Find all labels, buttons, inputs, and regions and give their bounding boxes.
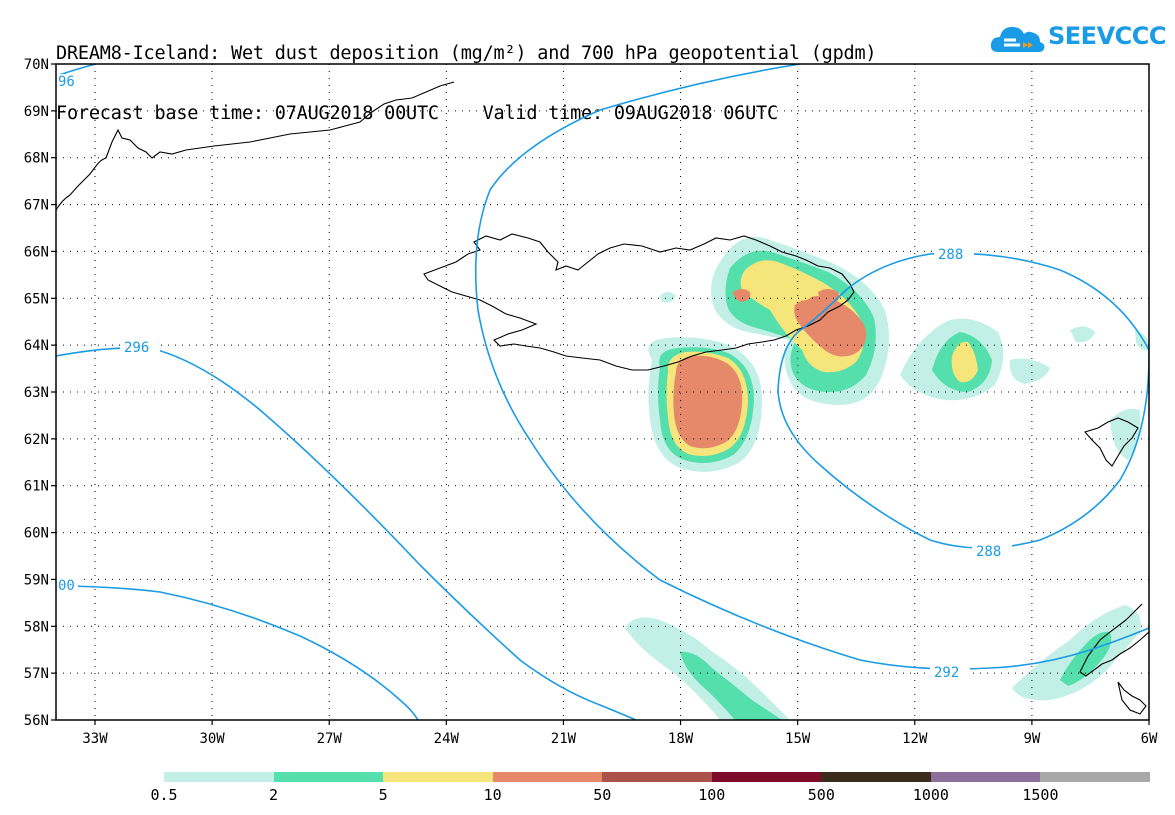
legend-label: 1500 — [1022, 786, 1059, 804]
legend-label: 100 — [698, 786, 726, 804]
legend-label: 5 — [378, 786, 388, 804]
dust-level-0.5 — [1009, 358, 1050, 384]
longitude-label: 9W — [1023, 731, 1040, 747]
latitude-label: 66N — [24, 244, 49, 260]
dust-level-2 — [1060, 631, 1112, 686]
dust-level-0.5 — [1012, 605, 1141, 701]
latitude-label: 63N — [24, 385, 49, 401]
dust-level-5 — [951, 341, 978, 383]
legend-color-swatch — [711, 772, 822, 782]
contour-label: 296 — [124, 340, 149, 356]
dust-level-5 — [768, 265, 790, 280]
legend-color-swatch — [492, 772, 603, 782]
latitude-label: 70N — [24, 57, 49, 73]
dust-level-10 — [733, 289, 751, 302]
legend-color-swatch — [1040, 772, 1151, 782]
contour-label: 292 — [934, 665, 959, 681]
contour-label: 96 — [58, 74, 75, 90]
dust-level-0.5 — [1110, 408, 1141, 460]
legend-label: 10 — [483, 786, 502, 804]
contour-label: 288 — [938, 247, 963, 263]
latitude-label: 64N — [24, 338, 49, 354]
legend-label: 2 — [269, 786, 279, 804]
longitude-label: 33W — [82, 731, 108, 747]
latitude-label: 68N — [24, 151, 49, 167]
scotland-coast — [1079, 603, 1149, 677]
cloud-icon — [990, 27, 1045, 52]
dust-level-10 — [794, 296, 867, 357]
norway-shetland-coast — [1084, 417, 1139, 467]
axis-ticks — [51, 63, 1150, 725]
dust-level-10 — [673, 355, 743, 449]
latitude-label: 67N — [24, 198, 49, 214]
longitude-label: 18W — [668, 731, 694, 747]
latitude-label: 69N — [24, 104, 49, 120]
hebrides-coast — [1117, 681, 1147, 715]
legend-color-swatch — [821, 772, 932, 782]
legend-label: 0.5 — [150, 786, 178, 804]
latitude-label: 60N — [24, 526, 49, 542]
latitude-label: 57N — [24, 666, 49, 682]
dust-level-10 — [818, 289, 840, 304]
longitude-label: 27W — [317, 731, 343, 747]
dust-level-5 — [795, 290, 812, 301]
legend-color-swatch — [383, 772, 494, 782]
latitude-label: 59N — [24, 572, 49, 588]
latitude-label: 56N — [24, 713, 49, 729]
title-line-1: DREAM8-Iceland: Wet dust deposition (mg/… — [56, 43, 877, 64]
longitude-labels: 33W 30W 27W 24W 21W 18W 15W 12W 9W 6W — [82, 731, 1158, 747]
legend-label: 50 — [593, 786, 612, 804]
latitude-label: 61N — [24, 479, 49, 495]
color-legend: 0.5 2 5 10 50 100 500 1000 1500 — [150, 772, 1151, 812]
iceland-coast — [423, 233, 855, 371]
dust-level-0.5 — [660, 292, 676, 303]
contour-300 — [56, 585, 419, 720]
contour-288 — [777, 252, 1149, 549]
latitude-label: 62N — [24, 432, 49, 448]
seevccc-logo: SEEVCCC — [990, 18, 1167, 58]
legend-label: 500 — [807, 786, 835, 804]
contour-labels: 96 296 00 288 288 292 — [56, 74, 1012, 681]
logo-text: SEEVCCC — [1048, 22, 1167, 50]
longitude-label: 6W — [1141, 731, 1158, 747]
longitude-label: 15W — [785, 731, 811, 747]
contour-296 — [56, 346, 637, 720]
contour-292 — [474, 64, 1149, 670]
legend-color-swatch — [164, 772, 275, 782]
contour-label: 288 — [976, 544, 1001, 560]
map-title: DREAM8-Iceland: Wet dust deposition (mg/… — [56, 4, 877, 144]
greenland-coast — [56, 81, 455, 211]
coastlines — [56, 81, 1149, 715]
legend-color-swatch — [602, 772, 713, 782]
longitude-label: 24W — [434, 731, 460, 747]
latitude-label: 65N — [24, 291, 49, 307]
contour-label: 00 — [58, 578, 75, 594]
latitude-label: 58N — [24, 619, 49, 635]
dust-level-2 — [680, 651, 782, 720]
dust-deposition-fields — [625, 236, 1149, 720]
title-line-2: Forecast base time: 07AUG2018 00UTC Vali… — [56, 103, 778, 124]
legend-color-swatch — [273, 772, 384, 782]
longitude-label: 21W — [551, 731, 577, 747]
graticule — [56, 64, 1149, 720]
dust-level-0.5 — [1070, 326, 1095, 343]
legend-label: 1000 — [912, 786, 949, 804]
latitude-labels: 70N 69N 68N 67N 66N 65N 64N 63N 62N 61N 60N 59N 58N 5… — [24, 57, 49, 729]
longitude-label: 12W — [902, 731, 928, 747]
longitude-label: 30W — [199, 731, 225, 747]
legend-color-swatch — [930, 772, 1041, 782]
